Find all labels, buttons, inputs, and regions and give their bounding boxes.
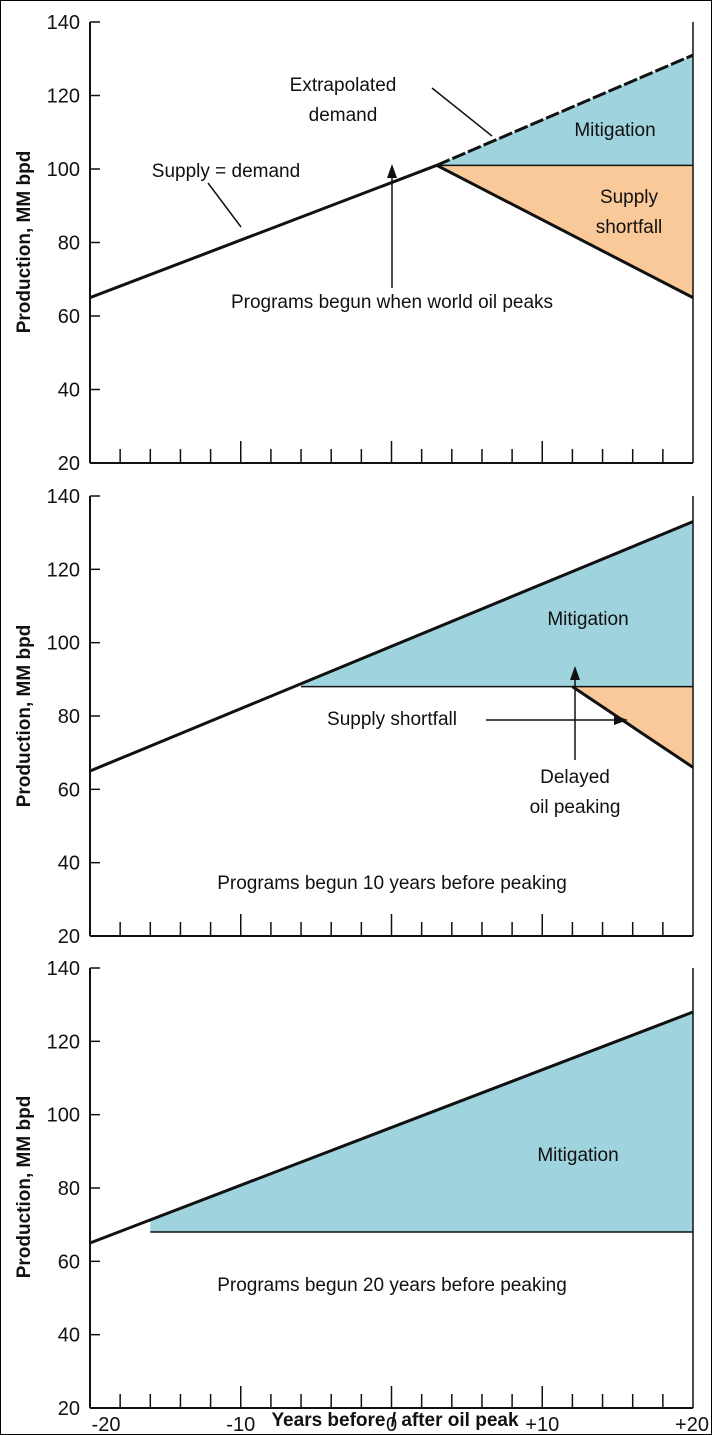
lines-layer	[89, 53, 694, 1245]
panel-3-mitigation-area	[150, 1012, 694, 1232]
panel-1-supply-demand-leader	[207, 182, 242, 228]
panel-1-y-tick-label: 80	[58, 233, 80, 255]
panel-1-y-tick-label: 140	[47, 12, 80, 34]
extrapolated-label-line1: Extrapolated	[290, 75, 397, 96]
panel-3-y-tick-label: 100	[47, 1105, 80, 1127]
panel-1-y-tick-label: 120	[47, 86, 80, 108]
shortfall-label-line1: Supply	[600, 187, 659, 208]
panel-2-y-tick-label: 40	[58, 853, 80, 875]
panel-2-y-tick-label: 120	[47, 559, 80, 581]
axes-layer	[89, 21, 694, 1409]
panel-2-y-tick-label: 140	[47, 486, 80, 508]
programs-label-1: Programs begun when world oil peaks	[231, 292, 553, 313]
panel-1-y-tick-label: 40	[58, 380, 80, 402]
mitigation-label-1: Mitigation	[574, 120, 655, 141]
panel-2-y-tick-label: 60	[58, 779, 80, 801]
panel-2-y-tick-label: 20	[58, 926, 80, 948]
panel-1-ylabel: Production, MM bpd	[14, 151, 35, 334]
panel-1-y-tick-label: 20	[58, 453, 80, 475]
x-tick-label: -10	[226, 1414, 255, 1435]
panel-2-supply-decline-line	[571, 685, 694, 769]
panel-2-y-tick-label: 80	[58, 706, 80, 728]
panel-1-extrapolated-demand-line	[436, 53, 694, 167]
panel-3-y-tick-label: 80	[58, 1178, 80, 1200]
panel-2-y-tick-label: 100	[47, 633, 80, 655]
programs-label-3: Programs begun 20 years before peaking	[217, 1275, 567, 1296]
panel-1-supply-demand-line	[89, 163, 438, 300]
panel-3-y-tick-label: 40	[58, 1325, 80, 1347]
panel-1-supply-decline-line	[436, 163, 694, 299]
panel-1-y-tick-label: 100	[47, 159, 80, 181]
extrapolated-label-line2: demand	[309, 105, 378, 126]
delayed-label-line2: oil peaking	[530, 797, 621, 818]
panel-2-ylabel: Production, MM bpd	[14, 625, 35, 808]
x-tick-label: +10	[525, 1414, 559, 1435]
supply-equals-demand-label: Supply = demand	[152, 161, 300, 182]
mitigation-label-2: Mitigation	[547, 609, 628, 630]
panel-1-y-tick-label: 60	[58, 306, 80, 328]
panel-1-extrapolated-leader	[431, 87, 493, 137]
panel-3-demand-line	[89, 1010, 694, 1245]
panel-2-demand-line	[89, 520, 694, 773]
x-tick-label: 0	[386, 1414, 397, 1435]
panel-3-y-tick-label: 60	[58, 1251, 80, 1273]
panel-2-shortfall-arrow-head	[614, 715, 628, 725]
delayed-label-line1: Delayed	[540, 767, 610, 788]
panel-2-delayed-arrow-head	[570, 666, 580, 680]
panel-3-y-tick-label: 20	[58, 1398, 80, 1420]
mitigation-label-3: Mitigation	[537, 1145, 618, 1166]
panel-1-programs-arrow-head	[387, 164, 397, 178]
x-axis-title: Years before / after oil peak	[271, 1410, 519, 1431]
shortfall-label-line2: shortfall	[596, 217, 663, 238]
panel-3-y-tick-label: 120	[47, 1031, 80, 1053]
x-tick-label: +20	[675, 1414, 709, 1435]
panel-3-ylabel: Production, MM bpd	[14, 1096, 35, 1279]
programs-label-2: Programs begun 10 years before peaking	[217, 873, 567, 894]
shortfall-label-2: Supply shortfall	[327, 709, 457, 730]
panel-3-y-tick-label: 140	[47, 958, 80, 980]
x-tick-label: -20	[92, 1414, 121, 1435]
text-layer: Production, MM bpd Production, MM bpd Pr…	[14, 12, 709, 1435]
